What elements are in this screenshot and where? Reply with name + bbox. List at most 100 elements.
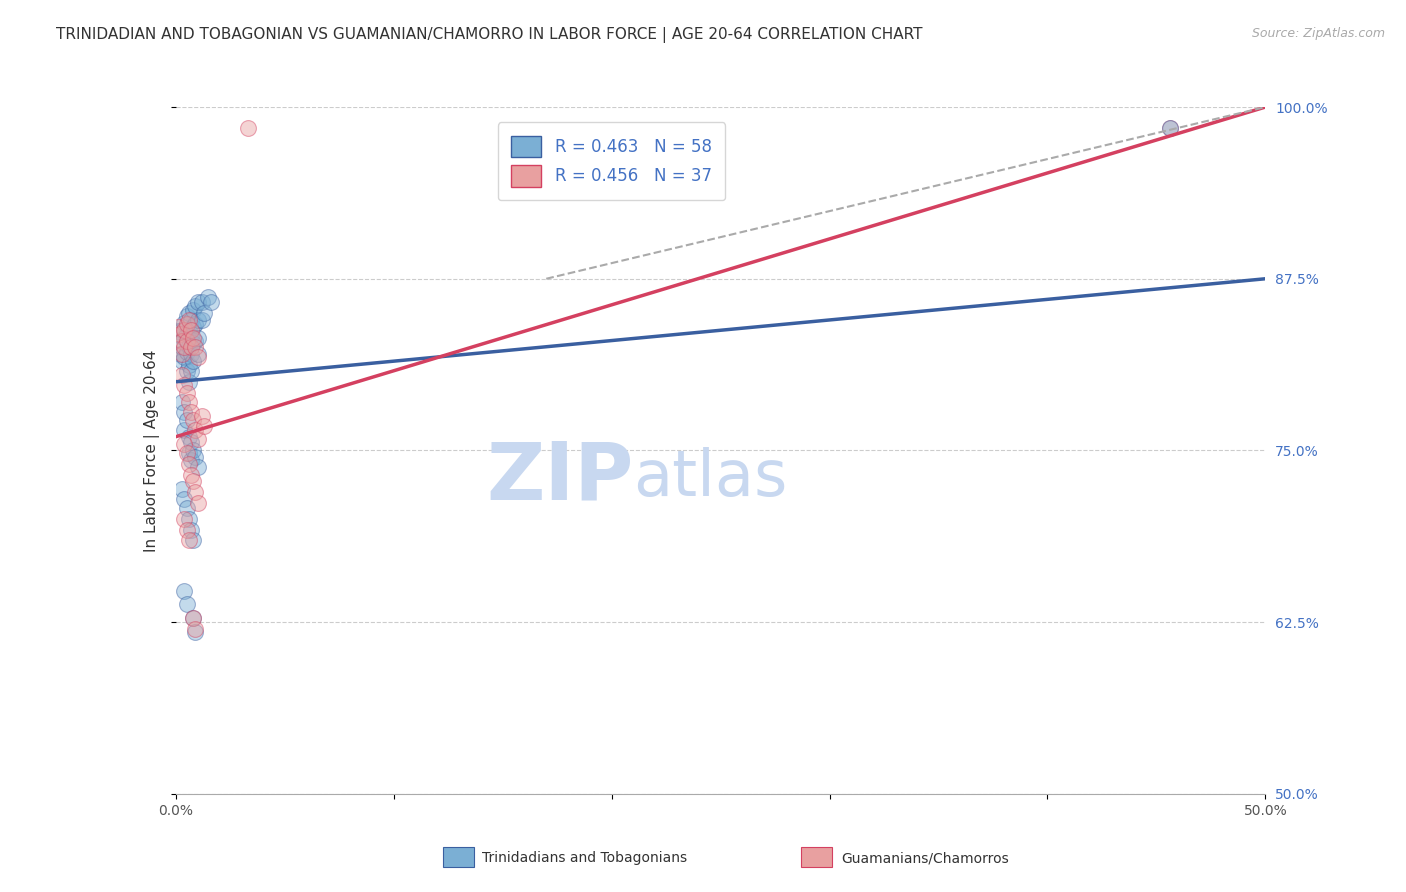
Y-axis label: In Labor Force | Age 20-64: In Labor Force | Age 20-64 bbox=[143, 350, 160, 551]
Point bbox=[173, 322, 195, 336]
Point bbox=[180, 435, 202, 450]
Point bbox=[184, 450, 207, 465]
Point bbox=[1159, 120, 1181, 135]
Point bbox=[181, 443, 204, 458]
Point bbox=[180, 329, 202, 343]
Point bbox=[169, 347, 191, 361]
Point bbox=[197, 290, 219, 304]
Point bbox=[191, 409, 214, 423]
Point bbox=[173, 436, 195, 450]
Point bbox=[186, 459, 209, 474]
Point bbox=[176, 364, 198, 378]
Text: TRINIDADIAN AND TOBAGONIAN VS GUAMANIAN/CHAMORRO IN LABOR FORCE | AGE 20-64 CORR: TRINIDADIAN AND TOBAGONIAN VS GUAMANIAN/… bbox=[56, 27, 922, 43]
Point bbox=[186, 433, 209, 447]
Point bbox=[173, 583, 195, 598]
Point bbox=[180, 313, 202, 327]
Point bbox=[184, 423, 207, 437]
Point bbox=[172, 322, 194, 336]
Point bbox=[177, 446, 200, 460]
Point bbox=[176, 597, 198, 611]
Legend: R = 0.463   N = 58, R = 0.456   N = 37: R = 0.463 N = 58, R = 0.456 N = 37 bbox=[498, 122, 725, 200]
Point bbox=[177, 430, 200, 444]
Point bbox=[167, 319, 190, 334]
Point bbox=[184, 484, 207, 499]
Point bbox=[176, 385, 198, 400]
Point bbox=[177, 512, 200, 526]
Point bbox=[172, 354, 194, 368]
Point bbox=[184, 622, 207, 636]
Point bbox=[186, 313, 209, 327]
Point bbox=[177, 313, 200, 327]
Point bbox=[169, 326, 191, 341]
Point bbox=[181, 331, 204, 345]
Point bbox=[176, 413, 198, 427]
Point bbox=[176, 446, 198, 460]
Point bbox=[172, 334, 194, 348]
Point bbox=[177, 457, 200, 471]
Point bbox=[181, 354, 204, 368]
Point bbox=[180, 322, 202, 336]
Point bbox=[172, 340, 194, 354]
Point bbox=[181, 533, 204, 547]
Point bbox=[181, 303, 204, 318]
Point bbox=[172, 347, 194, 361]
Text: Guamanians/Chamorros: Guamanians/Chamorros bbox=[841, 851, 1008, 865]
Point bbox=[181, 611, 204, 625]
Point bbox=[181, 611, 204, 625]
Point bbox=[180, 364, 202, 378]
FancyBboxPatch shape bbox=[443, 847, 474, 867]
Point bbox=[184, 317, 207, 331]
Point bbox=[176, 317, 198, 331]
Point bbox=[191, 295, 214, 310]
Point bbox=[180, 468, 202, 483]
Point bbox=[172, 368, 194, 382]
Point bbox=[180, 347, 202, 361]
Point bbox=[184, 334, 207, 348]
FancyBboxPatch shape bbox=[801, 847, 832, 867]
Point bbox=[172, 482, 194, 496]
Point bbox=[180, 523, 202, 537]
Point bbox=[200, 295, 222, 310]
Point bbox=[167, 324, 190, 338]
Point bbox=[181, 474, 204, 488]
Point bbox=[1159, 120, 1181, 135]
Point bbox=[173, 316, 195, 330]
Point bbox=[181, 413, 204, 427]
Point bbox=[173, 340, 195, 354]
Point bbox=[236, 120, 259, 135]
Point bbox=[186, 295, 209, 310]
Point bbox=[180, 453, 202, 467]
Point bbox=[191, 313, 214, 327]
Point bbox=[184, 624, 207, 639]
Text: ZIP: ZIP bbox=[486, 439, 633, 517]
Point bbox=[176, 326, 198, 341]
Point bbox=[181, 319, 204, 334]
Point bbox=[173, 331, 195, 345]
Point bbox=[180, 340, 202, 354]
Point bbox=[177, 339, 200, 353]
Point bbox=[177, 395, 200, 409]
Point bbox=[180, 405, 202, 419]
Point bbox=[177, 322, 200, 336]
Point bbox=[176, 523, 198, 537]
Point bbox=[176, 309, 198, 323]
Point bbox=[186, 496, 209, 510]
Point bbox=[177, 533, 200, 547]
Point bbox=[177, 359, 200, 373]
Point bbox=[172, 395, 194, 409]
Point bbox=[173, 512, 195, 526]
Point bbox=[186, 350, 209, 364]
Text: Source: ZipAtlas.com: Source: ZipAtlas.com bbox=[1251, 27, 1385, 40]
Point bbox=[173, 350, 195, 364]
Point bbox=[177, 306, 200, 320]
Point bbox=[184, 299, 207, 313]
Point bbox=[181, 336, 204, 351]
Point bbox=[184, 340, 207, 354]
Point bbox=[177, 375, 200, 389]
Point bbox=[176, 501, 198, 516]
Point bbox=[173, 377, 195, 392]
Point bbox=[173, 491, 195, 506]
Text: Trinidadians and Tobagonians: Trinidadians and Tobagonians bbox=[482, 851, 688, 865]
Point bbox=[193, 306, 215, 320]
Point bbox=[193, 418, 215, 433]
